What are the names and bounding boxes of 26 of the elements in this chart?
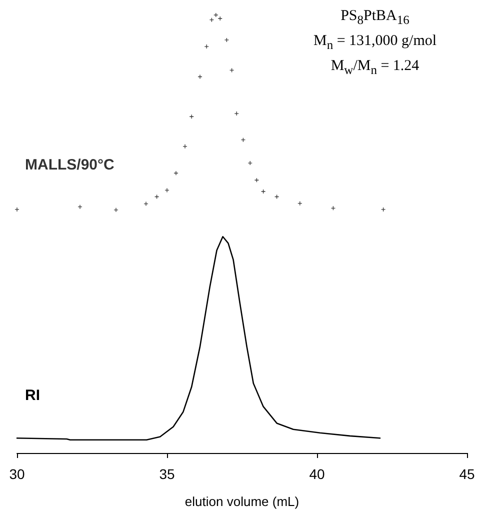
text: MALLS/90°C	[25, 156, 115, 174]
x-tick-label: 35	[159, 466, 175, 482]
point	[78, 204, 82, 209]
point	[144, 202, 148, 206]
x-tick-label: 30	[9, 466, 25, 482]
point	[15, 207, 19, 212]
point	[261, 190, 266, 194]
x-tick-label: 45	[459, 466, 475, 482]
point	[198, 74, 202, 79]
x-tick-label: 40	[309, 466, 325, 482]
annotation: M$_{n}$ = 131,000 g/mol	[312, 32, 438, 54]
point	[381, 207, 386, 212]
annotation: M$_{w}$/M$_{n}$ = 1.24	[330, 57, 420, 79]
point	[234, 112, 239, 116]
point	[214, 13, 218, 17]
point	[183, 144, 187, 148]
point	[114, 208, 118, 212]
point	[204, 44, 209, 49]
text: RI	[25, 387, 40, 404]
annotation: PS$_{8}$PtBA$_{16}$	[340, 7, 410, 29]
point	[248, 161, 252, 166]
x-axis-title: elution volume (mL)	[184, 494, 300, 509]
point	[218, 16, 222, 21]
point	[174, 171, 178, 176]
point	[165, 188, 169, 192]
point	[224, 38, 229, 42]
